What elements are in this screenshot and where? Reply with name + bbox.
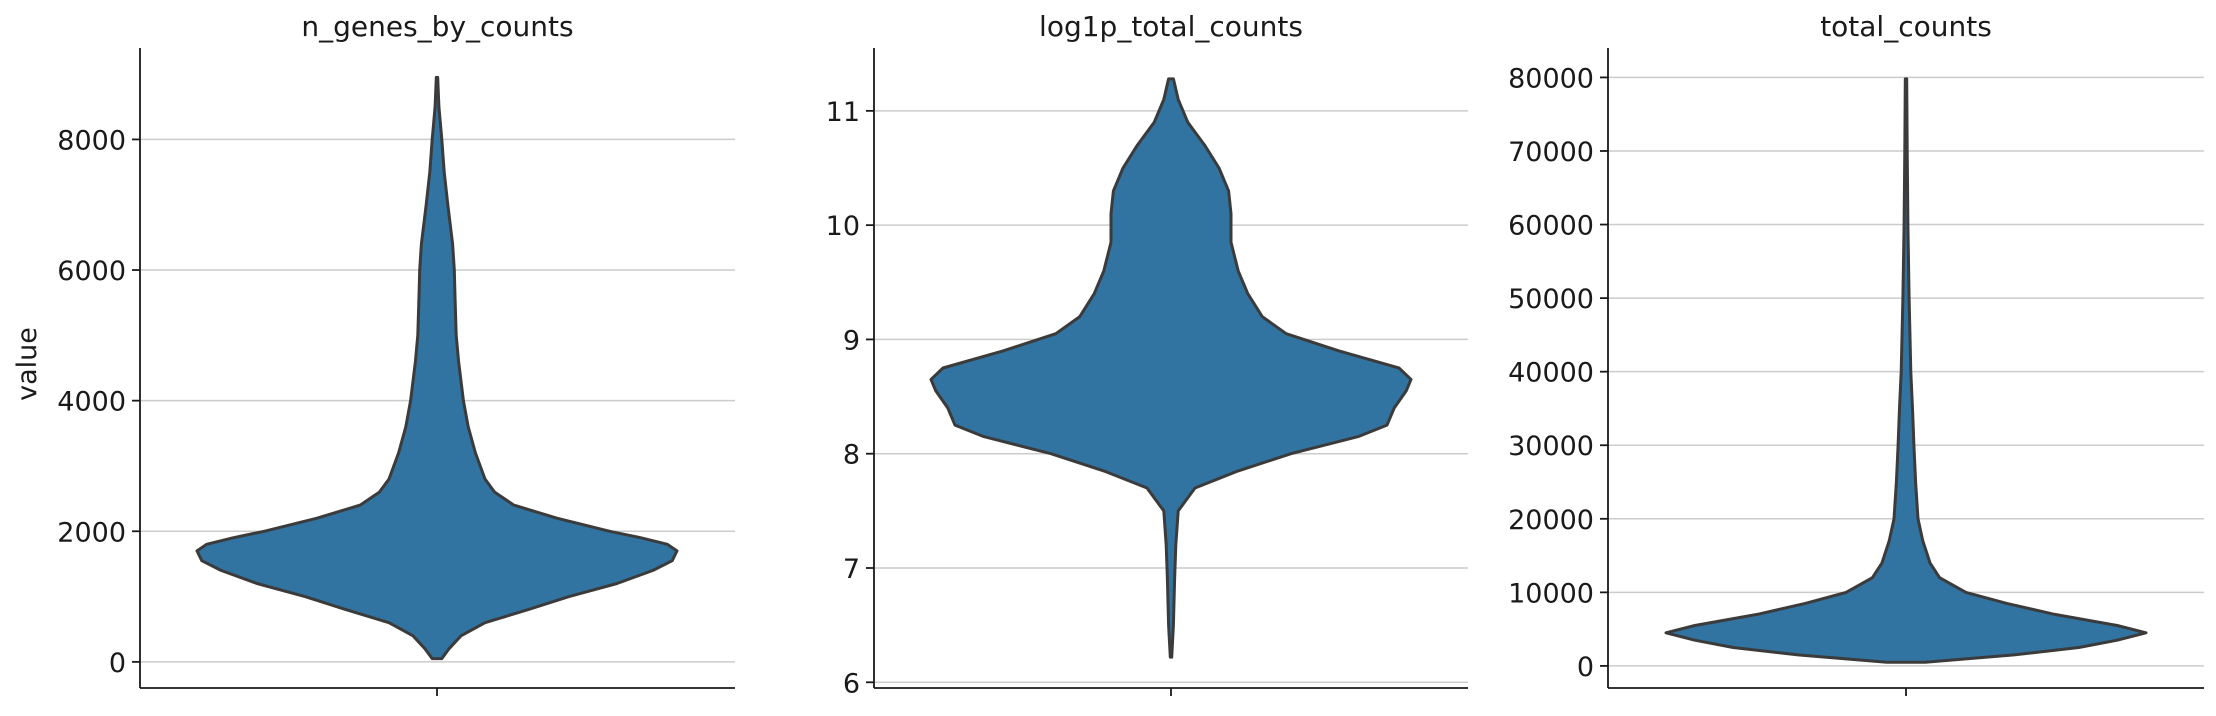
y-tick-label-6000: 6000 xyxy=(57,256,126,287)
violin-body-total-counts xyxy=(1664,77,2148,664)
y-tick-label-10000: 10000 xyxy=(1508,578,1594,609)
panel-title: n_genes_by_counts xyxy=(301,10,573,43)
panel-log1p-total-counts: 6 7 8 9 10 11 log1p_total_counts xyxy=(826,10,1468,699)
y-tick-label-70000: 70000 xyxy=(1508,137,1594,168)
y-tick-label-6: 6 xyxy=(843,668,860,699)
panel-total-counts: 0 10000 20000 30000 40000 50000 60000 70000 8000… xyxy=(1508,10,2204,696)
y-axis-label: value xyxy=(12,327,43,401)
y-tick-label-7: 7 xyxy=(843,554,860,585)
violin-body-n-genes-by-counts xyxy=(195,75,679,661)
y-tick-label-9: 9 xyxy=(843,325,860,356)
y-tick-label-8: 8 xyxy=(843,440,860,471)
y-tick-label-8000: 8000 xyxy=(57,125,126,156)
y-tick-label-20000: 20000 xyxy=(1508,505,1594,536)
y-tick-label-11: 11 xyxy=(826,97,860,128)
y-tick-label-10: 10 xyxy=(826,211,860,242)
violin-body-log1p-total-counts xyxy=(929,77,1413,659)
y-tick-label-4000: 4000 xyxy=(57,387,126,418)
y-tick-label-60000: 60000 xyxy=(1508,211,1594,242)
y-tick-label-40000: 40000 xyxy=(1508,358,1594,389)
y-tick-label-30000: 30000 xyxy=(1508,431,1594,462)
y-tick-label-2000: 2000 xyxy=(57,517,126,548)
y-tick-label-0: 0 xyxy=(1577,652,1594,683)
y-tick-label-80000: 80000 xyxy=(1508,63,1594,94)
panel-title: total_counts xyxy=(1820,10,1992,43)
y-tick-label-50000: 50000 xyxy=(1508,284,1594,315)
y-tick-label-0: 0 xyxy=(109,648,126,679)
panel-title: log1p_total_counts xyxy=(1039,10,1303,43)
